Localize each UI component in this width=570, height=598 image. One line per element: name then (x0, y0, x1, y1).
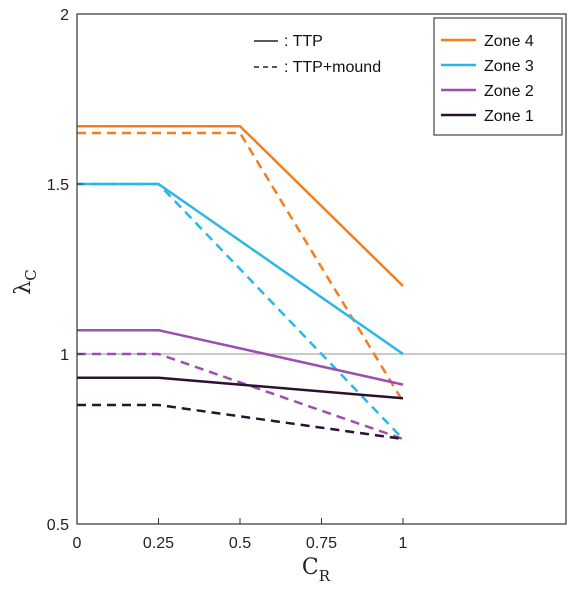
y-tick-label: 1.5 (47, 177, 69, 194)
x-tick-label: 0.25 (143, 535, 174, 552)
series-line-zone-2-dashed (77, 352, 404, 441)
series-line-zone-1-solid (77, 376, 404, 400)
y-tick-label: 0.5 (47, 517, 69, 534)
legends: : TTP : TTP+mound Zone 4 Zone 3 Zone 2 Zone 1 (254, 17, 563, 136)
zone-legend-label: Zone 1 (484, 108, 534, 125)
x-tick-label: 0 (73, 535, 82, 552)
style-legend-label: : TTP+mound (284, 59, 381, 76)
x-axis-label: CR (302, 555, 331, 585)
y-tick-label: 2 (60, 7, 69, 24)
series-line-zone-1-dashed (77, 403, 404, 441)
series-line-zone-3-dashed (77, 182, 404, 440)
plot-area (77, 124, 566, 441)
x-axis-label-sub: R (319, 567, 331, 585)
series-line-zone-2-solid (77, 328, 404, 386)
style-legend-label: : TTP (284, 33, 323, 50)
zone-legend-label: Zone 3 (484, 58, 534, 75)
x-tick-label: 0.75 (306, 535, 337, 552)
x-tick-label: 1 (399, 535, 408, 552)
zone-legend-label: Zone 2 (484, 83, 534, 100)
y-axis-label-main: λ (11, 281, 36, 295)
x-tick-label: 0.5 (229, 535, 251, 552)
y-axis-label-sub: C (22, 269, 40, 280)
y-tick-label: 1 (60, 347, 69, 364)
series-line-zone-4-solid (77, 124, 404, 287)
y-axis-label: λC (11, 269, 40, 294)
x-axis-label-main: C (302, 555, 319, 580)
zone-legend-label: Zone 4 (484, 33, 534, 50)
